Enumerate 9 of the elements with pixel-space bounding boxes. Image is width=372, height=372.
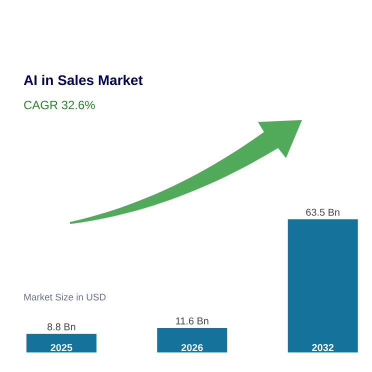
data-label: 11.6 Bn [176,317,208,324]
x-tick-label: 2026 [181,344,203,352]
x-tick-label: 2032 [312,344,334,352]
data-label: 63.5 Bn [306,208,340,216]
x-tick-label: 2025 [50,344,72,352]
data-label: 8.8 Bn [47,323,76,330]
chart-title: AI in Sales Market [24,74,143,86]
chart-subtitle: CAGR 32.6% [24,100,95,110]
annotation: Market Size in USD [24,294,106,300]
